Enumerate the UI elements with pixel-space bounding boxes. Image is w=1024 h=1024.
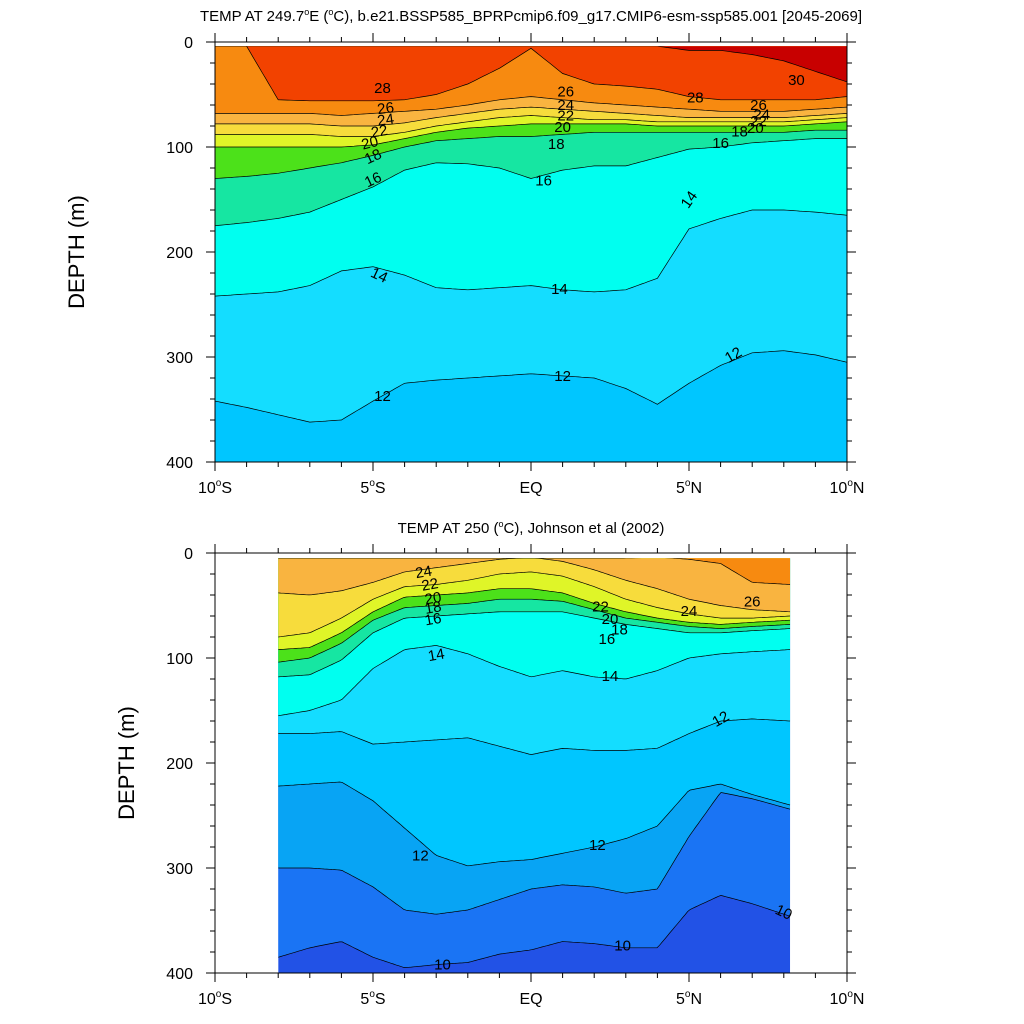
contour-label: 16 <box>423 610 442 630</box>
contour-field <box>278 558 791 973</box>
x-tick-label: 5oS <box>360 478 385 497</box>
contour-label: 10 <box>772 901 794 923</box>
isotherm-18 <box>215 129 847 179</box>
isotherm-18 <box>278 598 791 663</box>
chart-title: TEMP AT 249.7oE (oC), b.e21.BSSP585_BPRP… <box>200 7 862 25</box>
y-tick-label: 200 <box>166 756 193 773</box>
contour-label: 14 <box>368 264 390 286</box>
isotherm-28 <box>215 46 847 102</box>
contour-label: 12 <box>589 837 606 854</box>
isotherm-14 <box>215 209 847 297</box>
x-tick-label: 5oS <box>360 989 385 1008</box>
contour-label: 20 <box>554 119 571 136</box>
contour-label: 12 <box>374 388 391 405</box>
isotherm-12 <box>215 350 847 423</box>
isotherm-26 <box>215 96 847 116</box>
contour-label: 28 <box>374 80 391 97</box>
isotherm-26 <box>278 558 791 585</box>
contour-label: 14 <box>551 281 568 298</box>
contour-label: 16 <box>362 169 384 191</box>
contour-label: 18 <box>423 598 442 618</box>
x-tick-label: 10oS <box>198 989 232 1008</box>
isotherm-22 <box>215 115 847 137</box>
y-tick-label: 0 <box>184 546 193 563</box>
contour-label: 30 <box>788 72 805 89</box>
band-30 <box>657 46 847 82</box>
contour-label: 24 <box>681 603 698 620</box>
contour-label: 12 <box>722 344 745 367</box>
band-26 <box>673 558 791 585</box>
contour-label: 10 <box>614 938 631 955</box>
isotherm-24 <box>278 558 791 613</box>
contour-label: 14 <box>678 188 701 211</box>
contour-label: 20 <box>360 133 381 154</box>
contour-label: 16 <box>535 173 552 190</box>
contour-label: 12 <box>412 847 429 864</box>
contour-label: 18 <box>548 136 565 153</box>
x-tick-label: 5oN <box>676 989 702 1008</box>
isotherm-12 <box>278 718 791 755</box>
y-tick-label: 300 <box>166 350 193 367</box>
contour-label: 18 <box>731 123 748 140</box>
x-tick-label: 5oN <box>676 478 702 497</box>
isotherm-20 <box>278 588 791 650</box>
contour-label: 28 <box>687 90 704 107</box>
contour-label: 20 <box>423 589 442 609</box>
x-tick-label: EQ <box>519 991 542 1008</box>
contour-label: 22 <box>420 575 439 595</box>
contour-label: 22 <box>557 108 574 125</box>
isotherm-22 <box>278 571 791 638</box>
contour-label: 24 <box>753 106 770 123</box>
y-tick-label: 300 <box>166 861 193 878</box>
contour-label: 26 <box>376 99 395 118</box>
contour-label: 22 <box>592 599 609 616</box>
x-tick-label: EQ <box>519 480 542 497</box>
isotherm-11 <box>278 781 791 867</box>
y-axis-label: DEPTH (m) <box>114 706 139 820</box>
contour-label: 14 <box>602 668 619 685</box>
isotherm-10 <box>278 792 791 915</box>
isotherm-9 <box>278 895 791 968</box>
contour-label: 12 <box>709 708 732 731</box>
contour-label: 20 <box>747 120 764 137</box>
contour-label: 14 <box>427 646 446 666</box>
y-axis-label: DEPTH (m) <box>64 195 89 309</box>
isotherm-16 <box>278 611 791 678</box>
contour-label: 24 <box>376 111 395 130</box>
x-tick-label: 10oN <box>830 989 865 1008</box>
contour-label: 24 <box>414 563 433 583</box>
y-tick-label: 100 <box>166 140 193 157</box>
band-28 <box>215 46 847 101</box>
contour-label: 26 <box>744 593 761 610</box>
isotherm-14 <box>278 645 791 717</box>
x-tick-label: 10oN <box>830 478 865 497</box>
x-tick-label: 10oS <box>198 478 232 497</box>
contour-label: 18 <box>611 622 628 639</box>
y-tick-label: 200 <box>166 245 193 262</box>
chart-title: TEMP AT 250 (oC), Johnson et al (2002) <box>398 519 665 537</box>
y-tick-label: 0 <box>184 35 193 52</box>
contour-label: 26 <box>557 83 574 100</box>
contour-label: 10 <box>434 957 451 974</box>
isotherm-16 <box>215 138 847 227</box>
contour-label: 18 <box>362 146 384 168</box>
contour-label: 12 <box>554 368 571 385</box>
contour-label: 24 <box>557 97 574 114</box>
y-tick-label: 100 <box>166 651 193 668</box>
y-tick-label: 400 <box>166 455 193 472</box>
isotherm-20 <box>215 121 847 148</box>
isotherm-24 <box>215 106 847 127</box>
y-tick-label: 400 <box>166 966 193 983</box>
contour-label: 22 <box>370 122 389 142</box>
contour-label: 16 <box>712 135 729 152</box>
contour-label: 26 <box>750 97 767 114</box>
isotherm-30 <box>215 46 847 83</box>
contour-label: 22 <box>750 113 767 130</box>
contour-field <box>215 46 847 462</box>
contour-label: 16 <box>598 631 615 648</box>
contour-label: 20 <box>602 611 619 628</box>
